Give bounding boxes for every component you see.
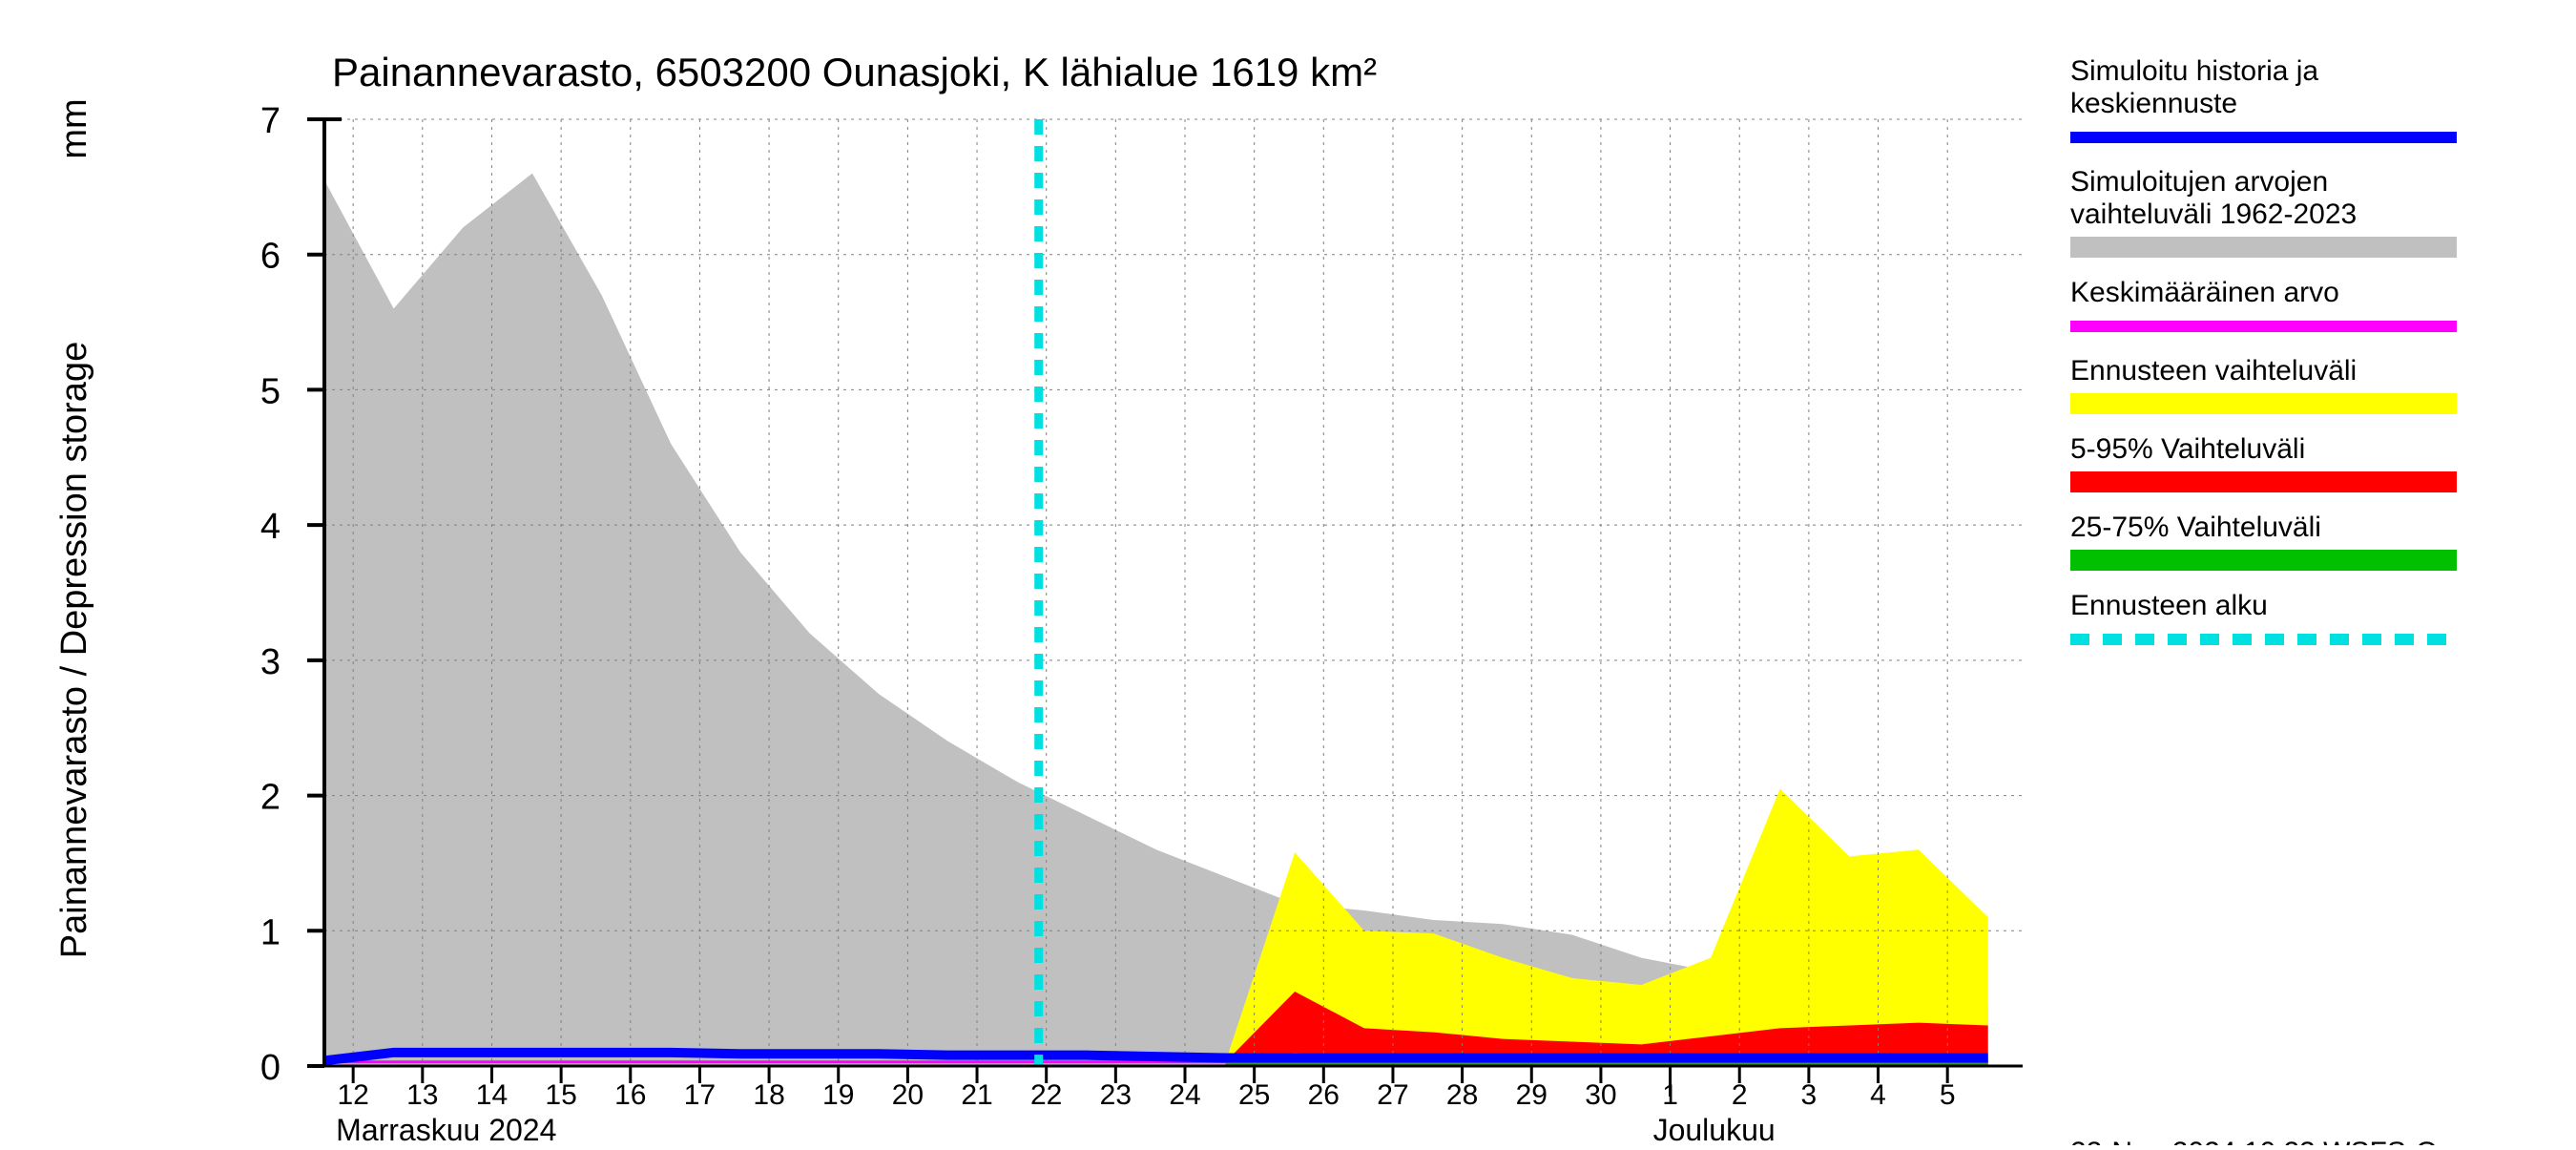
y-tick-label: 7: [260, 101, 280, 141]
x-day-label: 2: [1732, 1079, 1748, 1111]
x-day-label: 5: [1940, 1079, 1956, 1111]
x-day-label: 16: [614, 1079, 646, 1111]
y-tick-label: 4: [260, 507, 280, 547]
legend-line: [2070, 132, 2457, 143]
legend-label: Simuloitu historia ja: [2070, 55, 2318, 87]
x-day-label: 28: [1446, 1079, 1478, 1111]
legend-swatch: [2070, 471, 2457, 492]
y-tick-label: 1: [260, 912, 280, 952]
x-day-label: 4: [1870, 1079, 1886, 1111]
x-day-label: 17: [684, 1079, 716, 1111]
timestamp-label: 22-Nov-2024 10:23 WSFS-O: [2070, 1137, 2438, 1145]
y-tick-label: 3: [260, 642, 280, 682]
y-tick-label: 2: [260, 778, 280, 818]
legend-swatch: [2070, 237, 2457, 258]
legend-label: Ennusteen vaihteluväli: [2070, 355, 2357, 387]
x-month-label: Marraskuu 2024: [336, 1113, 556, 1145]
legend-swatch: [2070, 393, 2457, 414]
legend-label: Simuloitujen arvojen: [2070, 166, 2328, 198]
chart-title: Painannevarasto, 6503200 Ounasjoki, K lä…: [332, 50, 1377, 94]
y-tick-label: 6: [260, 237, 280, 277]
x-day-label: 24: [1169, 1079, 1200, 1111]
x-day-label: 22: [1030, 1079, 1062, 1111]
x-day-label: 19: [822, 1079, 854, 1111]
x-day-label: 21: [961, 1079, 992, 1111]
x-day-label: 29: [1516, 1079, 1548, 1111]
x-day-label: 3: [1801, 1079, 1818, 1111]
y-axis-label: Painannevarasto / Depression storage: [54, 342, 94, 958]
legend-swatch: [2070, 550, 2457, 571]
x-day-label: 27: [1377, 1079, 1408, 1111]
legend-line: [2070, 321, 2457, 332]
y-tick-label: 0: [260, 1048, 280, 1088]
legend-label: Keskimääräinen arvo: [2070, 277, 2339, 308]
legend-label: keskiennuste: [2070, 88, 2237, 119]
chart-svg: Painannevarasto, 6503200 Ounasjoki, K lä…: [0, 0, 2576, 1145]
x-day-label: 14: [476, 1079, 508, 1111]
x-day-label: 20: [892, 1079, 924, 1111]
x-day-label: 23: [1100, 1079, 1132, 1111]
y-axis-unit: mm: [54, 98, 94, 158]
legend-label: 5-95% Vaihteluväli: [2070, 433, 2305, 465]
x-month-label: Joulukuu: [1653, 1113, 1776, 1145]
legend-label: 25-75% Vaihteluväli: [2070, 512, 2321, 543]
x-day-label: 25: [1238, 1079, 1270, 1111]
x-day-label: 30: [1585, 1079, 1616, 1111]
x-day-label: 1: [1662, 1079, 1678, 1111]
x-day-label: 13: [406, 1079, 438, 1111]
x-day-label: 18: [753, 1079, 784, 1111]
x-day-label: 15: [545, 1079, 576, 1111]
x-day-label: 26: [1308, 1079, 1340, 1111]
chart-root: Painannevarasto, 6503200 Ounasjoki, K lä…: [0, 0, 2576, 1145]
y-tick-label: 5: [260, 371, 280, 411]
x-day-label: 12: [337, 1079, 368, 1111]
legend-label: Ennusteen alku: [2070, 590, 2268, 621]
legend-label: vaihteluväli 1962-2023: [2070, 199, 2357, 230]
